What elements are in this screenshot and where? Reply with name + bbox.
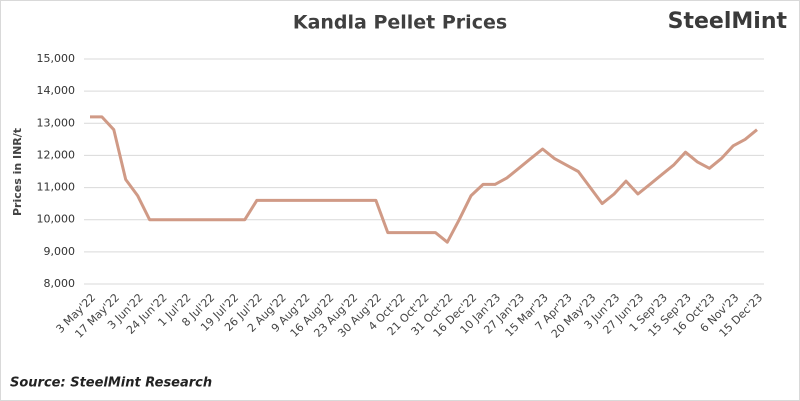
y-tick-label: 9,000 bbox=[44, 245, 76, 258]
y-tick-label: 15,000 bbox=[37, 52, 76, 65]
line bbox=[90, 115, 758, 244]
logo: SteelMint bbox=[668, 9, 788, 34]
y-axis-label: Prices in INR/t bbox=[11, 128, 24, 216]
y-tick-label: 14,000 bbox=[37, 84, 76, 97]
y-tick-label: 11,000 bbox=[37, 181, 76, 194]
chart-title: Kandla Pellet Prices bbox=[293, 12, 507, 34]
y-tick-label: 12,000 bbox=[37, 148, 76, 161]
source: Source: SteelMint Research bbox=[10, 376, 212, 391]
y-tick-label: 8,000 bbox=[44, 277, 76, 290]
y-tick-label: 13,000 bbox=[37, 116, 76, 129]
y-tick-label: 10,000 bbox=[37, 213, 76, 226]
